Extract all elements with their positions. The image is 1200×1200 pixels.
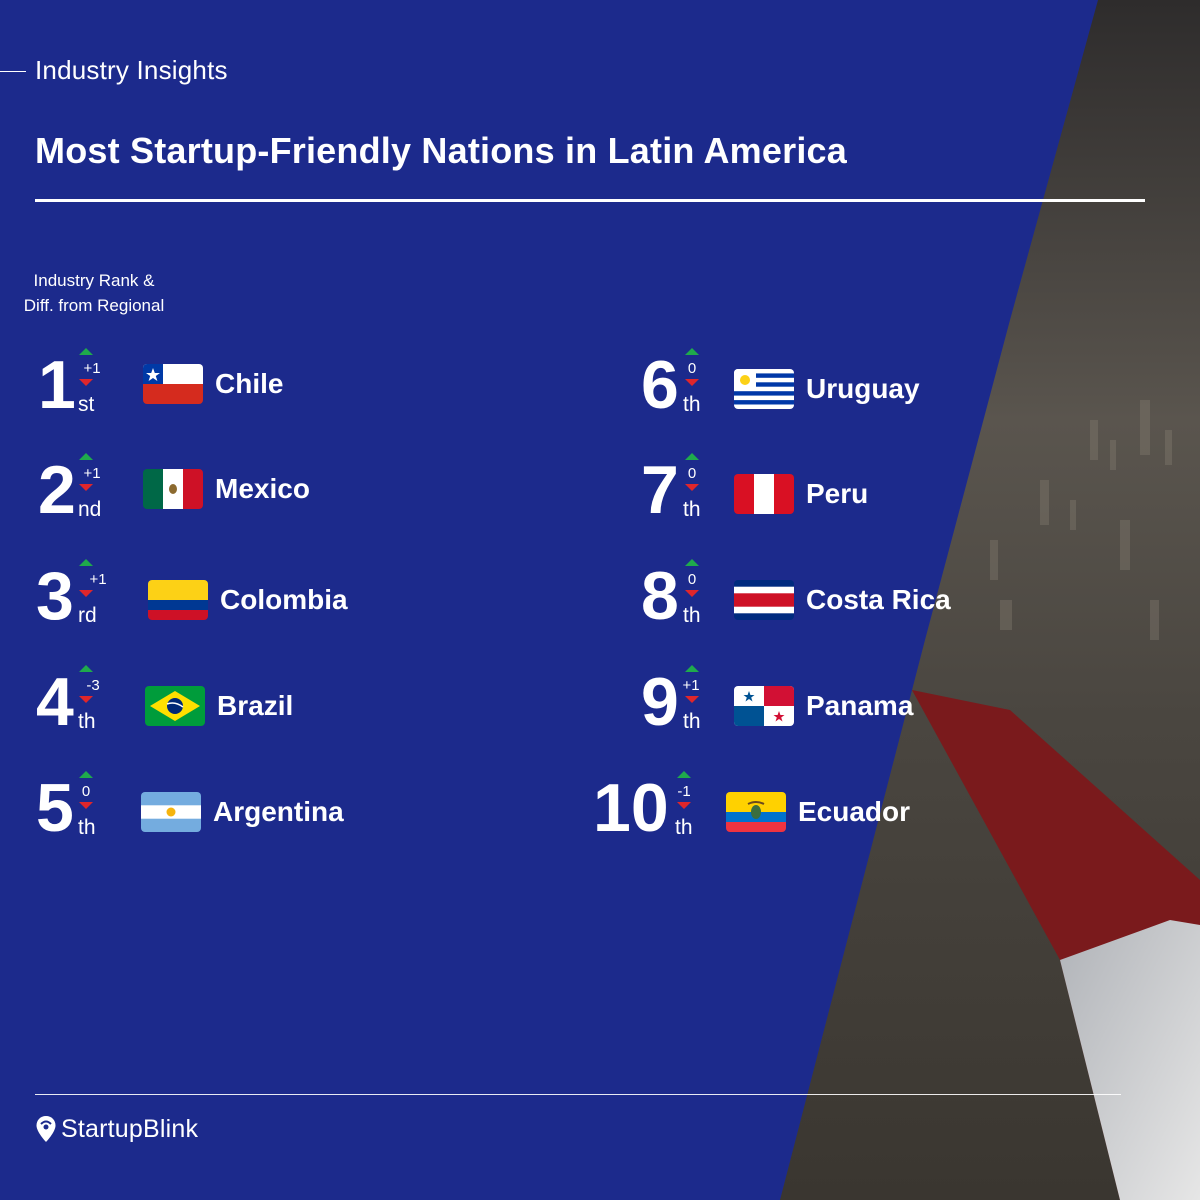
section-kicker: Industry Insights: [35, 55, 228, 85]
kicker-rule: [0, 71, 26, 72]
argentina-flag-icon: [141, 792, 201, 832]
arrow-down-icon: [79, 590, 93, 597]
country-name: Mexico: [215, 473, 310, 504]
rank-diff: 0: [687, 360, 697, 377]
arrow-down-icon: [685, 379, 699, 386]
ranking-item-peru: 7 0 th Peru: [590, 450, 1150, 530]
country-name: Peru: [806, 478, 869, 509]
arrow-down-icon: [79, 696, 93, 703]
brand-name: StartupBlink: [61, 1114, 199, 1143]
arrow-up-icon: [79, 771, 93, 778]
rank-suffix: th: [683, 498, 701, 521]
rank-diff: +1: [83, 465, 101, 482]
arrow-down-icon: [79, 379, 93, 386]
country-name: Uruguay: [806, 373, 920, 404]
rank-diff: +1: [682, 677, 700, 694]
chile-flag-icon: [143, 364, 203, 404]
ranking-item-panama: 9 +1 th Panama: [590, 662, 1150, 742]
arrow-down-icon: [685, 590, 699, 597]
ranking-item-chile: 1 +1 st Chile: [0, 345, 560, 425]
title-divider: [35, 199, 1145, 202]
uruguay-flag-icon: [734, 369, 794, 409]
arrow-up-icon: [79, 559, 93, 566]
rank-suffix: th: [78, 710, 96, 733]
peru-flag-icon: [734, 474, 794, 514]
ranking-item-argentina: 5 0 th Argentina: [0, 768, 560, 848]
ranking-item-mexico: 2 +1 nd Mexico: [0, 450, 560, 530]
arrow-up-icon: [685, 453, 699, 460]
rank-number: 3: [36, 558, 74, 634]
rank-suffix: nd: [78, 498, 102, 521]
rank-number: 9: [641, 664, 679, 740]
rank-diff: -1: [677, 783, 691, 800]
legend-line-2: Diff. from Regional: [23, 296, 165, 315]
arrow-down-icon: [677, 802, 691, 809]
country-name: Chile: [215, 368, 284, 399]
arrow-up-icon: [685, 559, 699, 566]
arrow-down-icon: [79, 802, 93, 809]
rank-suffix: st: [78, 393, 95, 416]
costa-rica-flag-icon: [734, 580, 794, 620]
rank-number: 10: [593, 770, 669, 846]
colombia-flag-icon: [148, 580, 208, 620]
rank-diff: 0: [81, 783, 91, 800]
country-name: Costa Rica: [806, 584, 951, 615]
rank-diff: 0: [687, 465, 697, 482]
rank-legend: Industry Rank & Diff. from Regional: [18, 268, 170, 318]
arrow-up-icon: [685, 348, 699, 355]
rank-suffix: th: [683, 710, 701, 733]
country-name: Colombia: [220, 584, 348, 615]
mexico-flag-icon: [143, 469, 203, 509]
arrow-down-icon: [685, 484, 699, 491]
ranking-item-colombia: 3 +1 rd Colombia: [0, 556, 560, 636]
rank-suffix: th: [675, 816, 693, 839]
rank-number: 5: [36, 770, 74, 846]
footer-divider: [35, 1094, 1121, 1095]
ecuador-flag-icon: [726, 792, 786, 832]
country-name: Panama: [806, 690, 914, 721]
country-name: Argentina: [213, 796, 344, 827]
country-name: Brazil: [217, 690, 294, 721]
rank-suffix: th: [683, 393, 701, 416]
rank-diff: +1: [89, 571, 107, 588]
arrow-up-icon: [79, 453, 93, 460]
rank-number: 6: [641, 347, 679, 423]
arrow-down-icon: [685, 696, 699, 703]
arrow-up-icon: [677, 771, 691, 778]
legend-line-1: Industry Rank &: [33, 271, 155, 290]
ranking-item-ecuador: 10 -1 th Ecuador: [590, 768, 1150, 848]
ranking-item-uruguay: 6 0 th Uruguay: [590, 345, 1150, 425]
arrow-up-icon: [79, 665, 93, 672]
arrow-up-icon: [79, 348, 93, 355]
country-name: Ecuador: [798, 796, 911, 827]
ranking-item-costa-rica: 8 0 th Costa Rica: [590, 556, 1150, 636]
rank-number: 1: [38, 347, 76, 423]
panama-flag-icon: [734, 686, 794, 726]
rank-suffix: th: [78, 816, 96, 839]
arrow-up-icon: [685, 665, 699, 672]
ranking-item-brazil: 4 -3 th Brazil: [0, 662, 560, 742]
rank-suffix: th: [683, 604, 701, 627]
page-title: Most Startup-Friendly Nations in Latin A…: [35, 130, 847, 171]
rank-number: 2: [38, 452, 76, 528]
rank-diff: +1: [83, 360, 101, 377]
rank-number: 4: [36, 664, 74, 740]
rank-suffix: rd: [78, 604, 97, 627]
rank-number: 8: [641, 558, 679, 634]
rank-diff: -3: [86, 677, 100, 694]
rank-number: 7: [641, 452, 679, 528]
brazil-flag-icon: [145, 686, 205, 726]
rank-diff: 0: [687, 571, 697, 588]
brand-logo: StartupBlink: [35, 1112, 198, 1146]
location-pin-icon: [36, 1116, 56, 1142]
arrow-down-icon: [79, 484, 93, 491]
